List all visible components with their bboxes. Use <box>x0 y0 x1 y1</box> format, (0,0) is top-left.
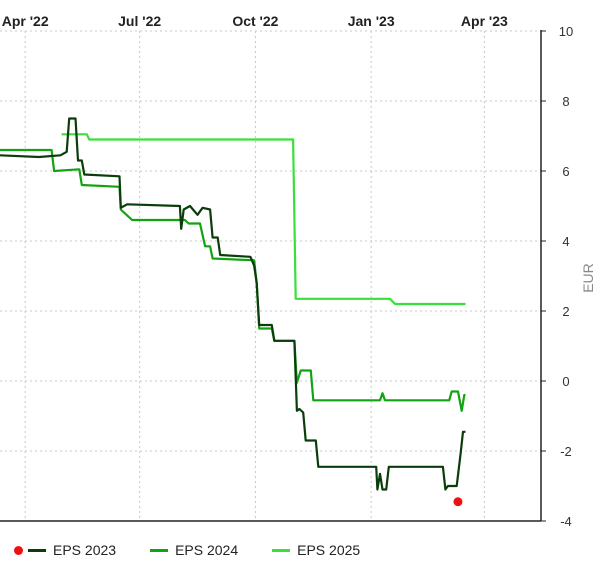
y-axis-label: EUR <box>580 263 596 293</box>
x-tick-label: Jul '22 <box>118 13 161 29</box>
y-tick-label: 4 <box>562 234 569 249</box>
y-tick-label: 2 <box>562 304 569 319</box>
y-axis-ticks: 10 8 6 4 2 0 -2 -4 <box>541 24 573 529</box>
legend-item-eps-2024[interactable]: EPS 2024 <box>150 542 238 558</box>
legend-swatch <box>272 548 291 552</box>
legend-label: EPS 2025 <box>297 542 361 558</box>
legend-item-eps-2025[interactable]: EPS 2025 <box>272 542 360 558</box>
x-tick-label: Oct '22 <box>232 13 278 29</box>
legend-label: EPS 2023 <box>53 542 117 558</box>
y-tick-label: 6 <box>562 164 569 179</box>
y-tick-label: 0 <box>562 374 569 389</box>
y-tick-label: 8 <box>562 94 569 109</box>
series-line-eps-2024 <box>0 148 466 412</box>
y-tick-label: -4 <box>560 514 572 529</box>
data-point-marker <box>453 497 463 507</box>
legend-item-eps-2023[interactable]: EPS 2023 <box>14 542 116 558</box>
x-tick-label: Apr '23 <box>461 13 508 29</box>
series-line-eps-2025 <box>61 133 466 306</box>
y-tick-label: -2 <box>560 444 572 459</box>
x-tick-label: Jan '23 <box>348 13 395 29</box>
legend-marker-dot <box>14 545 23 555</box>
x-axis-ticks: Apr '22 Jul '22 Oct '22 Jan '23 Apr '23 <box>2 13 508 29</box>
series-layer <box>0 117 466 507</box>
legend-swatch <box>28 548 46 552</box>
x-tick-label: Apr '22 <box>2 13 49 29</box>
series-line-eps-2023 <box>0 117 466 491</box>
legend-swatch <box>150 548 169 552</box>
y-tick-label: 10 <box>559 24 573 39</box>
legend-label: EPS 2024 <box>175 542 239 558</box>
grid <box>0 30 541 521</box>
legend: EPS 2023 EPS 2024 EPS 2025 <box>14 540 394 560</box>
axes <box>0 30 542 522</box>
